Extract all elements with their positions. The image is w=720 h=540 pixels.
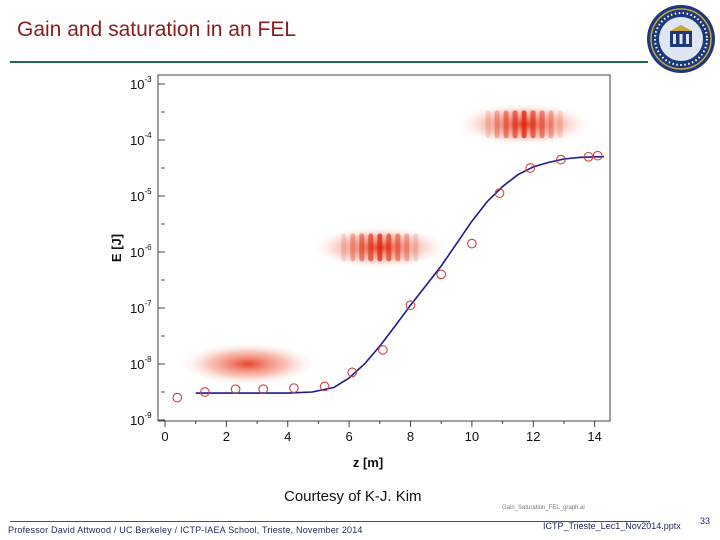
data-point: [378, 345, 388, 355]
page-number: 33: [700, 516, 711, 526]
x-tick-label: 10: [465, 429, 479, 444]
footer-course-info: Professor David Attwood / UC Berkeley / …: [8, 525, 363, 535]
uc-berkeley-seal-icon: [647, 5, 715, 73]
series-layer: [172, 150, 604, 403]
x-axis-label: z [m]: [353, 455, 383, 470]
x-tick-label: 0: [161, 429, 168, 444]
data-point: [467, 238, 477, 249]
x-tick-label: 6: [346, 429, 353, 444]
data-point: [583, 151, 594, 162]
pulses-layer: [177, 102, 595, 386]
x-axis-ticks: 0 2 4 6 8 10 12 14: [161, 421, 602, 444]
data-point: [200, 387, 210, 397]
saturation-pulse: [454, 102, 595, 147]
data-point: [525, 163, 536, 173]
data-point: [556, 154, 566, 165]
y-axis-ticks: 10-9 10-8 10-7 10-6 10-5 10-4 10-3: [130, 75, 165, 428]
x-tick-label: 8: [407, 429, 414, 444]
start-pulse: [177, 342, 318, 386]
data-point: [347, 367, 358, 378]
theory-curve: [195, 156, 604, 394]
x-tick-label: 14: [587, 429, 601, 444]
data-point: [592, 150, 603, 161]
title-divider: [10, 61, 648, 63]
chart-credit: Courtesy of K-J. Kim: [284, 488, 422, 505]
data-point: [319, 381, 330, 392]
y-tick-label: 10-8: [130, 355, 152, 372]
x-tick-label: 4: [284, 429, 291, 444]
y-tick-label: 10-5: [130, 187, 152, 204]
slide-title: Gain and saturation in an FEL: [17, 18, 297, 41]
footer-divider: [10, 521, 650, 522]
data-point: [289, 383, 299, 393]
data-point: [494, 188, 505, 199]
y-tick-label: 10-4: [130, 131, 152, 148]
y-tick-label: 10-6: [130, 243, 152, 260]
data-point: [230, 384, 241, 395]
mid-pulse: [309, 225, 450, 270]
data-point: [405, 300, 416, 311]
y-tick-label: 10-9: [130, 411, 152, 428]
graph-filename: Gain_Saturation_FEL_graph.ai: [502, 505, 585, 511]
data-point: [436, 269, 447, 280]
y-axis-label: E [J]: [109, 234, 124, 262]
plot-frame: [157, 74, 611, 422]
data-point: [172, 392, 183, 403]
data-point: [258, 384, 269, 395]
footer-filename: ICTP_Trieste_Lec1_Nov2014.pptx: [543, 521, 681, 531]
x-tick-label: 12: [526, 429, 540, 444]
y-tick-label: 10-3: [130, 75, 152, 92]
y-tick-label: 10-7: [130, 299, 152, 316]
x-tick-label: 2: [223, 429, 230, 444]
